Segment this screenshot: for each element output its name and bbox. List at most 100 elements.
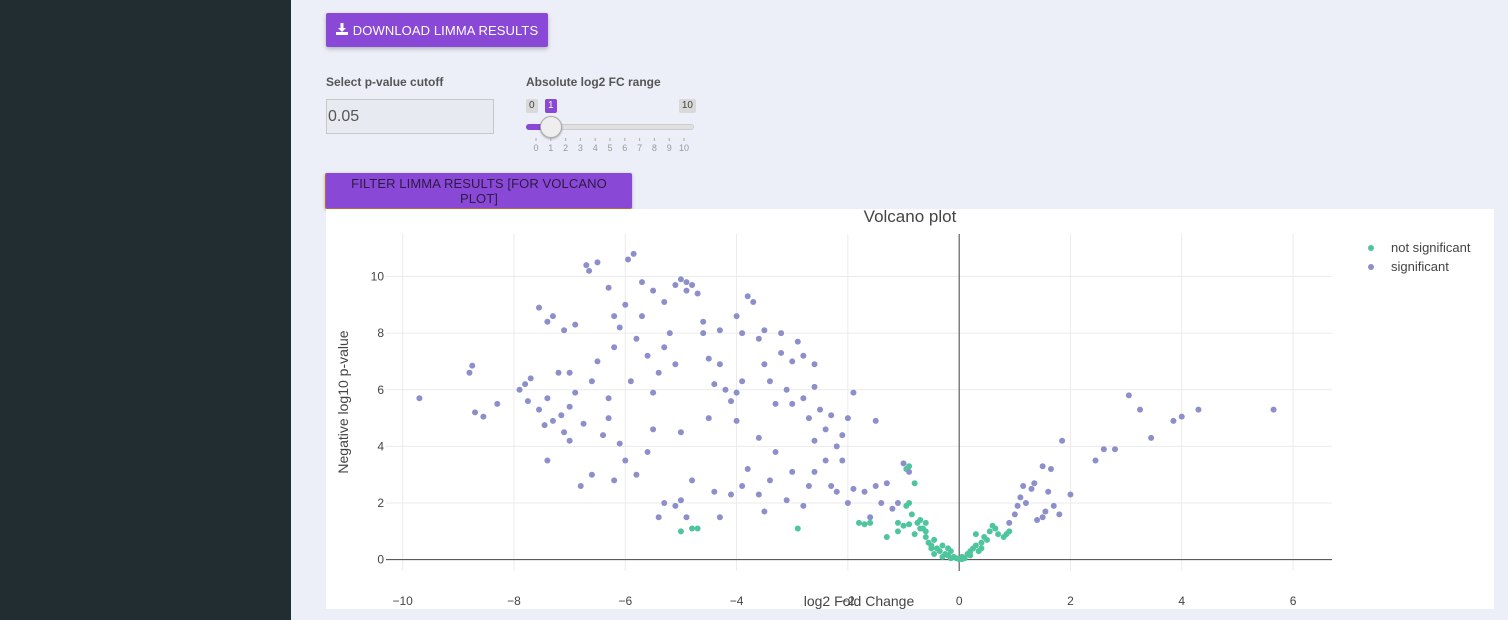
data-point[interactable] bbox=[683, 514, 690, 521]
data-point[interactable] bbox=[1020, 483, 1027, 490]
data-point[interactable] bbox=[1270, 406, 1277, 413]
data-point[interactable] bbox=[672, 281, 679, 288]
data-point[interactable] bbox=[1100, 446, 1107, 453]
data-point[interactable] bbox=[644, 352, 651, 359]
data-point[interactable] bbox=[689, 477, 696, 484]
data-point[interactable] bbox=[1195, 406, 1202, 413]
data-point[interactable] bbox=[661, 344, 668, 351]
data-point[interactable] bbox=[761, 508, 768, 515]
data-point[interactable] bbox=[416, 395, 423, 402]
data-point[interactable] bbox=[939, 553, 946, 560]
data-point[interactable] bbox=[811, 383, 818, 390]
legend-label[interactable]: not significant bbox=[1391, 240, 1471, 255]
data-point[interactable] bbox=[789, 358, 796, 365]
data-point[interactable] bbox=[744, 293, 751, 300]
data-point[interactable] bbox=[1006, 528, 1013, 535]
data-point[interactable] bbox=[677, 429, 684, 436]
data-point[interactable] bbox=[872, 483, 879, 490]
data-point[interactable] bbox=[906, 500, 913, 507]
data-point[interactable] bbox=[750, 298, 757, 305]
data-point[interactable] bbox=[633, 471, 640, 478]
data-point[interactable] bbox=[778, 330, 785, 337]
data-point[interactable] bbox=[1039, 514, 1046, 521]
data-point[interactable] bbox=[711, 488, 718, 495]
data-point[interactable] bbox=[1045, 488, 1052, 495]
data-point[interactable] bbox=[666, 330, 673, 337]
data-point[interactable] bbox=[1050, 502, 1057, 509]
data-point[interactable] bbox=[544, 318, 551, 325]
data-point[interactable] bbox=[861, 488, 868, 495]
data-point[interactable] bbox=[805, 483, 812, 490]
data-point[interactable] bbox=[828, 483, 835, 490]
data-point[interactable] bbox=[600, 432, 607, 439]
data-point[interactable] bbox=[811, 361, 818, 368]
data-point[interactable] bbox=[894, 500, 901, 507]
data-point[interactable] bbox=[783, 497, 790, 504]
data-point[interactable] bbox=[572, 389, 579, 396]
legend-label[interactable]: significant bbox=[1391, 259, 1449, 274]
data-point[interactable] bbox=[900, 460, 907, 467]
data-point[interactable] bbox=[516, 386, 523, 393]
data-point[interactable] bbox=[1092, 457, 1099, 464]
data-point[interactable] bbox=[572, 321, 579, 328]
data-point[interactable] bbox=[544, 395, 551, 402]
data-point[interactable] bbox=[716, 514, 723, 521]
data-point[interactable] bbox=[783, 386, 790, 393]
data-point[interactable] bbox=[833, 443, 840, 450]
data-point[interactable] bbox=[694, 525, 701, 532]
data-point[interactable] bbox=[588, 471, 595, 478]
data-point[interactable] bbox=[947, 555, 954, 562]
data-point[interactable] bbox=[638, 313, 645, 320]
data-point[interactable] bbox=[677, 276, 684, 283]
data-point[interactable] bbox=[536, 304, 543, 311]
data-point[interactable] bbox=[1059, 437, 1066, 444]
data-point[interactable] bbox=[655, 369, 662, 376]
data-point[interactable] bbox=[811, 437, 818, 444]
data-point[interactable] bbox=[536, 406, 543, 413]
data-point[interactable] bbox=[1039, 463, 1046, 470]
data-point[interactable] bbox=[778, 349, 785, 356]
data-point[interactable] bbox=[833, 488, 840, 495]
data-point[interactable] bbox=[588, 378, 595, 385]
data-point[interactable] bbox=[650, 389, 657, 396]
data-point[interactable] bbox=[931, 551, 938, 558]
data-point[interactable] bbox=[872, 417, 879, 424]
data-point[interactable] bbox=[524, 398, 531, 405]
data-point[interactable] bbox=[677, 497, 684, 504]
data-point[interactable] bbox=[789, 468, 796, 475]
data-point[interactable] bbox=[650, 287, 657, 294]
data-point[interactable] bbox=[689, 281, 696, 288]
data-point[interactable] bbox=[1148, 434, 1155, 441]
data-point[interactable] bbox=[822, 426, 829, 433]
data-point[interactable] bbox=[928, 545, 935, 552]
data-point[interactable] bbox=[627, 378, 634, 385]
data-point[interactable] bbox=[544, 457, 551, 464]
data-point[interactable] bbox=[622, 301, 629, 308]
data-point[interactable] bbox=[694, 290, 701, 297]
data-point[interactable] bbox=[878, 500, 885, 507]
data-point[interactable] bbox=[677, 528, 684, 535]
data-point[interactable] bbox=[844, 500, 851, 507]
data-point[interactable] bbox=[683, 287, 690, 294]
data-point[interactable] bbox=[594, 358, 601, 365]
data-point[interactable] bbox=[911, 531, 918, 538]
data-point[interactable] bbox=[983, 536, 990, 543]
data-point[interactable] bbox=[972, 531, 979, 538]
data-point[interactable] bbox=[494, 400, 501, 407]
fc-range-slider[interactable]: 0 1 10 0 1 2 3 4 5 6 7 8 9 10 bbox=[526, 98, 696, 158]
data-point[interactable] bbox=[867, 519, 874, 526]
data-point[interactable] bbox=[689, 525, 696, 532]
data-point[interactable] bbox=[744, 466, 751, 473]
data-point[interactable] bbox=[466, 369, 473, 376]
data-point[interactable] bbox=[939, 542, 946, 549]
data-point[interactable] bbox=[755, 434, 762, 441]
data-point[interactable] bbox=[986, 528, 993, 535]
data-point[interactable] bbox=[967, 552, 974, 559]
slider-handle[interactable] bbox=[540, 116, 562, 138]
data-point[interactable] bbox=[566, 437, 573, 444]
data-point[interactable] bbox=[800, 502, 807, 509]
data-point[interactable] bbox=[936, 548, 943, 555]
data-point[interactable] bbox=[661, 298, 668, 305]
data-point[interactable] bbox=[650, 426, 657, 433]
data-point[interactable] bbox=[586, 267, 593, 274]
